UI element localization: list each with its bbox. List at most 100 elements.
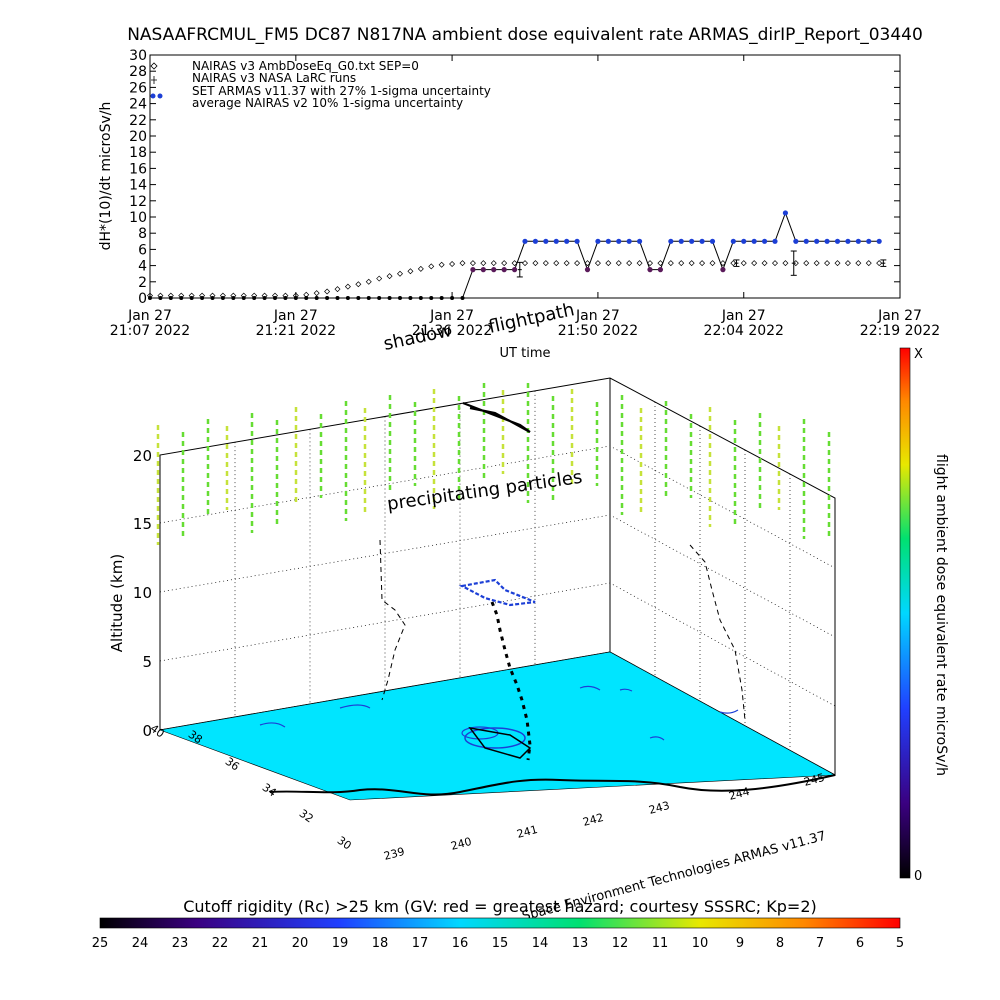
nairas-g0-point: [678, 260, 685, 267]
projection-path-left: [379, 539, 406, 701]
x-tick-label-time: 21:21 2022: [256, 323, 336, 339]
nairas-g0-point: [459, 260, 466, 267]
armas-point: [283, 296, 288, 300]
cutoff-rigidity-tick-label: 13: [572, 936, 589, 951]
nairas-g0-point: [803, 260, 810, 267]
cutoff-rigidity-tick-label: 16: [452, 936, 469, 951]
flightpath-upper: [458, 578, 536, 607]
y-tick-label: 14: [129, 178, 147, 194]
nairas-g0-point: [626, 260, 633, 267]
x-tick-label-date: Jan 27: [429, 308, 474, 324]
altitude-tick-label: 20: [133, 447, 152, 465]
nairas-g0-point: [324, 288, 331, 295]
armas-point: [761, 238, 768, 244]
armas-point: [574, 238, 580, 244]
cutoff-rigidity-tick-label: 10: [692, 936, 709, 951]
x-tick-label-time: 21:07 2022: [110, 323, 190, 339]
armas-point: [657, 267, 664, 273]
x-tick-label-date: Jan 27: [575, 308, 620, 324]
armas-point: [855, 238, 861, 244]
legend-entry-armas: SET ARMAS v11.37 with 27% 1-sigma uncert…: [192, 84, 491, 98]
coastline: [269, 774, 836, 796]
legend-marker-errorbar-icon: [151, 76, 157, 84]
y-tick-label: 4: [138, 259, 147, 275]
armas-point: [231, 296, 236, 300]
dose-colorbar-bottom-label: 0: [914, 869, 922, 884]
armas-point: [200, 296, 205, 300]
nairas-g0-point: [397, 270, 403, 277]
y-tick-label: 0: [138, 291, 147, 307]
altitude-axis-label: Altitude (km): [108, 554, 126, 652]
armas-point: [325, 296, 330, 300]
armas-point: [189, 296, 194, 300]
armas-point: [564, 238, 570, 244]
armas-point: [168, 296, 173, 300]
nairas-g0-point: [688, 260, 695, 267]
contour-ring: [464, 727, 526, 749]
cutoff-rigidity-tick-label: 19: [332, 936, 349, 951]
precipitating-particles: [156, 383, 831, 545]
legend-entry-nairas-g0: NAIRAS v3 AmbDoseEq_G0.txt SEP=0: [192, 59, 419, 73]
armas-point: [293, 296, 298, 300]
armas-point: [543, 238, 549, 244]
chart-title: NASAAFRCMUL_FM5 DC87 N817NA ambient dose…: [127, 25, 923, 45]
nairas-g0-point: [855, 260, 862, 267]
cutoff-rigidity-tick-label: 21: [252, 936, 269, 951]
nairas-g0-point: [647, 260, 653, 267]
armas-point: [273, 296, 277, 300]
armas-point: [252, 296, 257, 300]
armas-point: [158, 296, 163, 300]
cutoff-rigidity-ticks: 25 24 23 22 21 20 19 18 17 16 15 14 13 12 11 10 9 8 7 6 5: [92, 936, 904, 951]
projection-path-right: [689, 544, 746, 721]
y-tick-label: 20: [129, 129, 147, 145]
nairas-g0-point: [844, 260, 851, 267]
cutoff-rigidity-tick-label: 15: [492, 936, 509, 951]
cutoff-rigidity-tick-label: 8: [776, 936, 784, 951]
altitude-tick-label: 5: [142, 653, 152, 671]
armas-point: [584, 267, 591, 273]
nairas-g0-point: [532, 260, 539, 267]
longitude-tick-label: 240: [449, 835, 473, 853]
dose-colorbar: X 0 flight ambient dose equivalent rate …: [899, 347, 949, 884]
flightpath-ground-shadow: [468, 726, 532, 759]
armas-point: [876, 238, 882, 244]
nairas-g0-point: [365, 278, 372, 285]
armas-point: [439, 296, 444, 300]
armas-point: [741, 238, 747, 244]
y-tick-label: 26: [129, 80, 147, 96]
longitude-axis: 239 240 241 242 243 244 245: [382, 771, 826, 863]
cutoff-rigidity-tick-label: 20: [292, 936, 309, 951]
flightpath-shadow-top: [462, 401, 531, 433]
armas-point: [511, 267, 518, 273]
longitude-tick-label: 242: [581, 811, 605, 829]
x-tick-label-time: 21:50 2022: [558, 323, 638, 339]
armas-line: [150, 211, 880, 299]
armas-point: [845, 238, 851, 244]
nairas-larc-errorbar: [790, 250, 797, 276]
x-tick-label-date: Jan 27: [273, 308, 318, 324]
armas-point: [626, 238, 632, 244]
legend-marker-dot-icon: [150, 93, 156, 99]
nairas-g0-point: [407, 268, 414, 275]
y-tick-label: 28: [129, 64, 147, 80]
nairas-g0-point: [782, 260, 789, 267]
armas-point: [636, 238, 643, 244]
nairas-g0-point: [490, 260, 497, 267]
legend-entry-nairas-v2: average NAIRAS v2 10% 1-sigma uncertaint…: [192, 96, 463, 110]
altitude-tick-label: 15: [133, 515, 152, 533]
latitude-tick-label: 34: [260, 781, 279, 800]
altitude-grid-line: [159, 514, 836, 638]
nairas-g0-point: [542, 260, 549, 267]
armas-point: [720, 267, 726, 273]
armas-point: [532, 238, 539, 244]
armas-point: [689, 238, 695, 244]
cutoff-rigidity-tick-label: 12: [612, 936, 629, 951]
contour-fragment: [259, 685, 739, 741]
nairas-g0-point: [553, 260, 560, 267]
armas-point: [803, 238, 809, 244]
cutoff-rigidity-ramp: [99, 917, 901, 929]
y-tick-label: 2: [138, 275, 147, 291]
y-tick-label: 10: [129, 210, 147, 226]
armas-point: [470, 267, 476, 273]
nairas-larc-errorbar: [516, 261, 523, 278]
